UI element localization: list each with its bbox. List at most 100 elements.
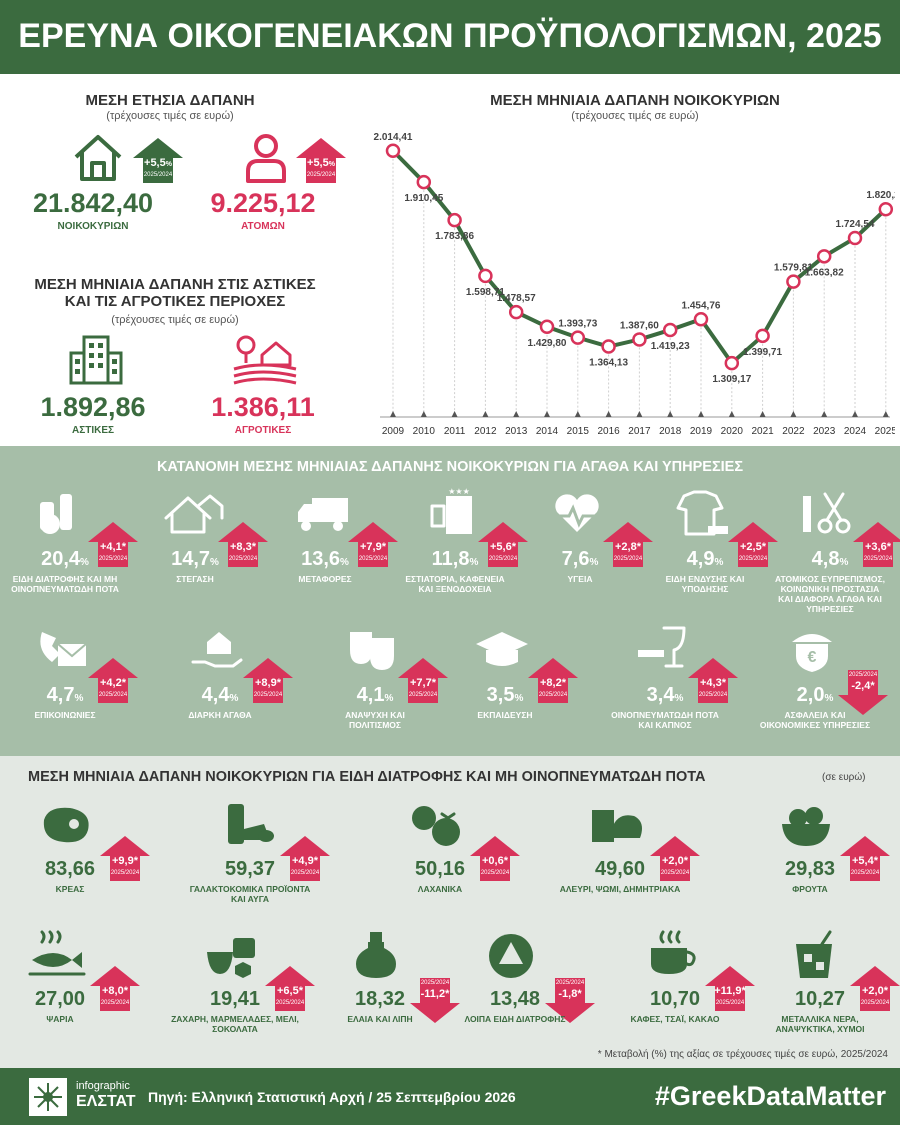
distribution-item-change-arrow: +7,9* 2025/2024 (348, 522, 398, 567)
other-food-icon (489, 934, 533, 978)
food-item-period: 2025/2024 (290, 870, 320, 876)
food-value: 27,00 (34, 988, 86, 1010)
data-label: 1.387,60 (620, 320, 659, 331)
clothes-icon (676, 490, 728, 536)
distribution-value: 11,8% (431, 548, 479, 570)
household-period: 2025/2024 (143, 172, 173, 178)
distribution-item-change-arrow: +8,2* 2025/2024 (528, 658, 578, 703)
food-unit-note: (σε ευρώ) (822, 772, 866, 783)
food-item-period: 2025/2024 (480, 870, 510, 876)
distribution-value: 7,6% (561, 548, 599, 570)
distribution-item: +4,3* 2025/2024 3,4% ΟΙΝΟΠΝΕΥΜΑΤΩΔΗ ΠΟΤΑ… (610, 618, 740, 748)
vehicles-icon (298, 498, 348, 531)
food-item-change: +9,9* (112, 855, 138, 867)
data-point (786, 274, 801, 289)
person-change: +5,5 (307, 157, 329, 169)
data-label: 1.364,13 (589, 358, 628, 369)
distribution-section: ΚΑΤΑΝΟΜΗ ΜΕΣΗΣ ΜΗΝΙΑΙΑΣ ΔΑΠΑΝΗΣ ΝΟΙΚΟΚΥΡ… (0, 446, 900, 756)
x-tick-label: 2009 (382, 426, 405, 437)
fruit-icon (782, 807, 830, 846)
distribution-item-change-arrow: +8,9* 2025/2024 (243, 658, 293, 703)
rural-label: ΑΓΡΟΤΙΚΕΣ (234, 425, 292, 436)
food-item: +11,9* 2025/2024 10,70 ΚΑΦΕΣ, ΤΣΑΪ, ΚΑΚΑ… (625, 926, 755, 1046)
distribution-value: 13,6% (301, 548, 349, 570)
distribution-item-change: +7,7* (410, 677, 436, 689)
tick-marker (759, 411, 766, 417)
x-tick-label: 2016 (597, 426, 620, 437)
food-item-period: 2025/2024 (275, 1000, 305, 1006)
data-point (847, 230, 863, 246)
distribution-item-change-arrow: +7,7* 2025/2024 (398, 658, 448, 703)
x-tick-label: 2021 (751, 426, 774, 437)
data-point (478, 268, 493, 284)
data-point (632, 332, 647, 347)
food-item: +6,5* 2025/2024 19,41 ΖΑΧΑΡΗ, ΜΑΡΜΕΛΑΔΕΣ… (171, 926, 315, 1046)
data-point (662, 322, 678, 338)
distribution-item: +7,9* 2025/2024 13,6% ΜΕΤΑΦΟΡΕΣ (270, 482, 400, 612)
areas-title-line2: ΚΑΙ ΤΙΣ ΑΓΡΟΤΙΚΕΣ ΠΕΡΙΟΧΕΣ (64, 293, 286, 310)
tick-marker (821, 411, 828, 417)
distribution-item: +3,6* 2025/2024 4,8% ΑΤΟΜΙΚΟΣ ΕΥΠΡΕΠΙΣΜΟ… (775, 482, 900, 614)
distribution-item-change: +5,6* (490, 541, 516, 553)
distribution-item-period: 2025/2024 (488, 556, 518, 562)
data-label: 1.910,45 (404, 193, 443, 204)
person-value: 9.225,12 (210, 188, 316, 218)
x-tick-label: 2018 (659, 426, 682, 437)
distribution-item-period: 2025/2024 (253, 692, 283, 698)
data-label: 1.393,73 (558, 319, 597, 330)
urban-value: 1.892,86 (40, 392, 146, 422)
distribution-item-period: 2025/2024 (738, 556, 768, 562)
distribution-item-change-arrow: -2,4* 2025/2024 (838, 670, 888, 715)
household-label: ΝΟΙΚΟΚΥΡΙΩΝ (57, 221, 129, 232)
tick-marker (790, 411, 797, 417)
distribution-value: 3,4% (646, 684, 684, 706)
food-item: +0,6* 2025/2024 50,16 ΛΑΧΑΝΙΚΑ (390, 796, 520, 916)
food-item-change-arrow: +8,0* 2025/2024 (90, 966, 140, 1011)
food-value: 29,83 (784, 858, 836, 880)
header-bar: ΕΡΕΥΝΑ ΟΙΚΟΓΕΝΕΙΑΚΩΝ ΠΡΟΫΠΟΛΟΓΙΣΜΩΝ, 202… (0, 0, 900, 74)
distribution-label: ΔΙΑΡΚΗ ΑΓΑΘΑ (188, 710, 252, 720)
food-label: ΓΑΛΑΚΤΟΚΟΜΙΚΑ ΠΡΟΪΟΝΤΑ ΚΑΙ ΑΥΓΑ (189, 884, 311, 904)
food-value: 10,27 (794, 988, 846, 1010)
x-tick-label: 2012 (474, 426, 497, 437)
distribution-item-change: +7,9* (360, 541, 386, 553)
data-label: 1.724,54 (836, 219, 875, 230)
data-label: 1.579,81 (774, 263, 813, 274)
distribution-item-change-arrow: +5,6* 2025/2024 (478, 522, 528, 567)
distribution-label: ΟΙΝΟΠΝΕΥΜΑΤΩΔΗ ΠΟΤΑ ΚΑΙ ΚΑΠΝΟΣ (611, 710, 719, 730)
distribution-value: 4,1% (356, 684, 394, 706)
person-period: 2025/2024 (306, 172, 336, 178)
distribution-item-change: -2,4* (851, 680, 875, 692)
data-point (447, 212, 462, 228)
person-change-unit: % (328, 161, 335, 168)
food-value: 83,66 (44, 858, 96, 880)
data-label: 2.014,41 (374, 132, 413, 143)
x-tick-label: 2023 (813, 426, 836, 437)
food-item-period: 2025/2024 (110, 870, 140, 876)
data-point (539, 319, 555, 335)
distribution-item: € -2,4* 2025/2024 2,0% ΑΣΦΑΛΕΙΑ ΚΑΙ ΟΙΚΟ… (760, 618, 890, 748)
buildings-icon (69, 335, 123, 385)
food-value: 49,60 (594, 858, 646, 880)
data-point (724, 355, 740, 371)
distribution-item: +7,7* 2025/2024 4,1% ΑΝΑΨΥΧΗ ΚΑΙ ΠΟΛΙΤΙΣ… (320, 618, 450, 748)
houses-icon (164, 494, 224, 534)
svg-text:€: € (808, 649, 817, 666)
chart-subtitle: (τρέχουσες τιμές σε ευρώ) (571, 110, 699, 122)
data-label: 1.820,20 (866, 190, 895, 201)
food-value: 10,70 (649, 988, 701, 1010)
food-item-change-arrow: -11,2* 2025/2024 (410, 978, 460, 1023)
tick-marker (482, 411, 489, 417)
food-label: ΖΑΧΑΡΗ, ΜΑΡΜΕΛΑΔΕΣ, ΜΕΛΙ, ΣΟΚΟΛΑΤΑ (171, 1014, 299, 1034)
distribution-label: ΜΕΤΑΦΟΡΕΣ (298, 574, 352, 584)
food-item-change-arrow: +5,4* 2025/2024 (840, 836, 890, 881)
distribution-item-change: +2,5* (740, 541, 766, 553)
wine-cigarette-icon (638, 626, 686, 668)
household-value: 21.842,40 (32, 188, 154, 218)
food-item-change: +4,9* (292, 855, 318, 867)
tick-marker (728, 411, 735, 417)
tick-marker (698, 411, 704, 417)
logo-top-text: infographic (76, 1080, 130, 1092)
food-item-period: 2025/2024 (660, 870, 690, 876)
food-item-change-arrow: -1,8* 2025/2024 (545, 978, 595, 1023)
